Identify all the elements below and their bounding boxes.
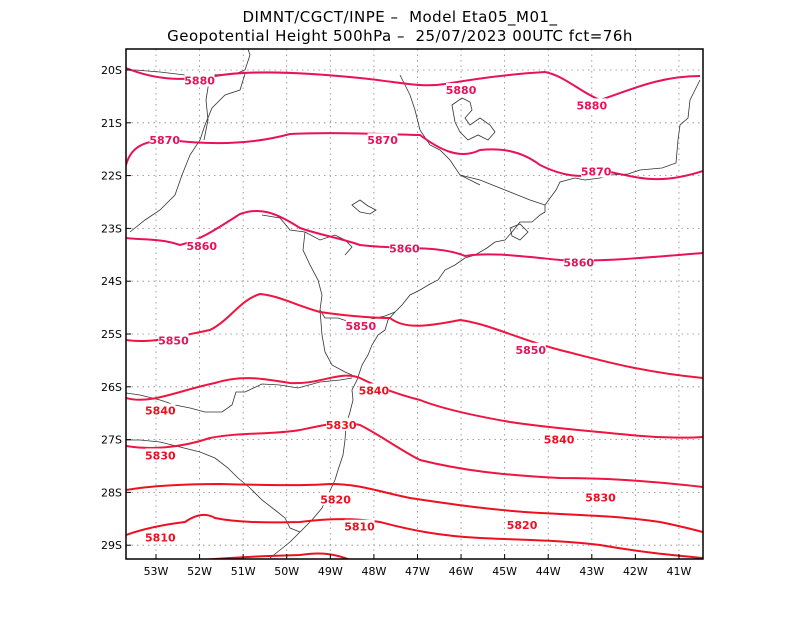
lon-label: 45W bbox=[492, 565, 517, 578]
contour-label-5870: 5870 bbox=[367, 134, 398, 147]
contour-label-5810: 5810 bbox=[344, 521, 375, 534]
contour-label-bg bbox=[544, 432, 575, 446]
lat-label: 28S bbox=[101, 486, 122, 499]
state-border-4 bbox=[261, 214, 353, 256]
contour-label-5840: 5840 bbox=[544, 434, 575, 447]
contour-label-5850: 5850 bbox=[515, 344, 546, 357]
lat-label: 21S bbox=[101, 117, 122, 130]
lat-label: 23S bbox=[101, 222, 122, 235]
island bbox=[509, 223, 529, 241]
contour-label-5840: 5840 bbox=[145, 405, 176, 418]
contour-label-5860: 5860 bbox=[563, 257, 594, 270]
lake-2 bbox=[351, 199, 377, 215]
river-border-2 bbox=[459, 174, 546, 206]
contour-label-5870: 5870 bbox=[149, 134, 180, 147]
contour-label-bg bbox=[145, 530, 176, 544]
contour-label-5860: 5860 bbox=[389, 242, 420, 255]
lon-label: 49W bbox=[318, 565, 343, 578]
contour-label-5830: 5830 bbox=[326, 419, 357, 432]
contour-label-bg bbox=[345, 319, 376, 333]
contour-label-5850: 5850 bbox=[158, 334, 189, 347]
state-border-5 bbox=[302, 231, 396, 323]
contour-label-bg bbox=[576, 98, 607, 112]
contour-label-bg bbox=[158, 333, 189, 347]
lon-label: 48W bbox=[361, 565, 386, 578]
contour-label-5840: 5840 bbox=[359, 384, 390, 397]
contour-label-5860: 5860 bbox=[186, 240, 217, 253]
lat-label: 22S bbox=[101, 170, 122, 183]
contour-5840 bbox=[126, 374, 703, 439]
contour-5870 bbox=[126, 132, 703, 181]
contour-5820 bbox=[126, 482, 703, 533]
contour-label-bg bbox=[145, 448, 176, 462]
lat-label: 24S bbox=[101, 275, 122, 288]
lat-label: 27S bbox=[101, 434, 122, 447]
lon-label: 51W bbox=[231, 565, 256, 578]
contour-label-bg bbox=[563, 255, 594, 269]
lat-label: 29S bbox=[101, 539, 122, 552]
coastlines-and-borders bbox=[126, 49, 701, 559]
contour-label-5820: 5820 bbox=[507, 519, 538, 532]
map-title-line-1: DIMNT/CGCT/INPE – Model Eta05_M01_ bbox=[242, 8, 558, 26]
contour-labels: 5880 5880 5880 5870 5870 5870 5860 5860 5860 5850… bbox=[145, 73, 616, 544]
contour-label-5880: 5880 bbox=[446, 84, 477, 97]
lake-1 bbox=[451, 97, 496, 141]
contour-5810 bbox=[126, 513, 703, 559]
lon-label: 47W bbox=[405, 565, 430, 578]
lon-label: 46W bbox=[449, 565, 474, 578]
contour-label-bg bbox=[326, 417, 357, 431]
contour-label-bg bbox=[344, 519, 375, 533]
state-border-6 bbox=[319, 309, 353, 376]
lon-label: 43W bbox=[579, 565, 604, 578]
contour-label-bg bbox=[145, 403, 176, 417]
lon-label: 44W bbox=[536, 565, 561, 578]
state-border-2 bbox=[129, 73, 246, 233]
contour-label-bg bbox=[320, 492, 351, 506]
contour-label-bg bbox=[446, 83, 477, 97]
river-border-1 bbox=[399, 74, 481, 186]
contour-label-5820: 5820 bbox=[320, 493, 351, 506]
lat-lon-grid bbox=[126, 49, 703, 559]
contour-label-5870: 5870 bbox=[581, 165, 612, 178]
map-title-line-2: Geopotential Height 500hPa – 25/07/2023 … bbox=[167, 27, 633, 45]
axis-ticks: 20S 21S 22S 23S 24S 25S 26S 27S 28S 29S 53W 52W 51W 5… bbox=[101, 64, 692, 578]
lat-label: 20S bbox=[101, 64, 122, 77]
contour-5830 bbox=[126, 422, 703, 488]
contour-label-5850: 5850 bbox=[346, 320, 377, 333]
contour-label-bg bbox=[507, 518, 538, 532]
contour-lines bbox=[126, 67, 703, 559]
contour-label-bg bbox=[149, 133, 180, 147]
contour-label-bg bbox=[389, 241, 420, 255]
contour-label-bg bbox=[358, 383, 389, 397]
lon-label: 52W bbox=[187, 565, 212, 578]
contour-label-5880: 5880 bbox=[184, 75, 215, 88]
contour-5850 bbox=[126, 292, 703, 379]
contour-label-5830: 5830 bbox=[145, 449, 176, 462]
lon-label: 53W bbox=[144, 565, 169, 578]
contour-label-5880: 5880 bbox=[576, 99, 607, 112]
contour-label-bg bbox=[515, 342, 546, 356]
contour-label-5830: 5830 bbox=[585, 492, 616, 505]
state-border-1 bbox=[126, 49, 251, 76]
plot-frame bbox=[125, 48, 704, 560]
contour-label-bg bbox=[367, 133, 398, 147]
state-border-3 bbox=[203, 74, 211, 141]
contour-label-bg bbox=[581, 164, 612, 178]
contour-label-bg bbox=[184, 73, 215, 87]
state-border-8 bbox=[126, 439, 301, 533]
lon-label: 50W bbox=[274, 565, 299, 578]
lon-label: 42W bbox=[623, 565, 648, 578]
contour-label-bg bbox=[585, 490, 616, 504]
lat-label: 26S bbox=[101, 381, 122, 394]
contour-label-5810: 5810 bbox=[145, 531, 176, 544]
state-border-7 bbox=[126, 377, 353, 413]
contour-label-bg bbox=[186, 238, 217, 252]
contour-5800 bbox=[201, 552, 351, 559]
lon-label: 41W bbox=[667, 565, 692, 578]
lat-label: 25S bbox=[101, 328, 122, 341]
